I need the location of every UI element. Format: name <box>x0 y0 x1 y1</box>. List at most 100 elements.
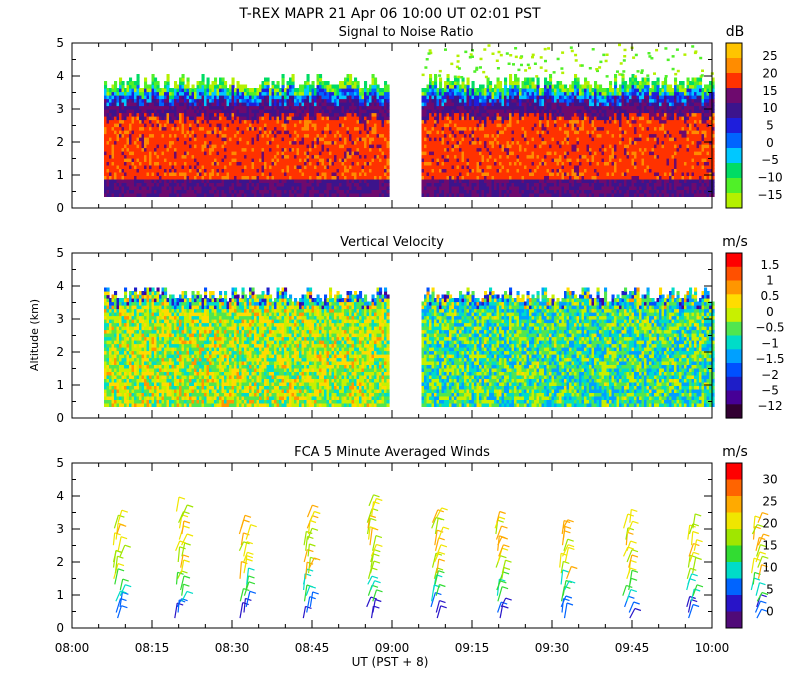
snr-cell <box>226 189 230 194</box>
snr-cell <box>231 81 235 86</box>
snr-cell <box>209 91 213 96</box>
snr-cell <box>286 182 290 187</box>
snr-cell <box>206 192 210 197</box>
snr-cell <box>309 112 313 117</box>
snr-cell <box>271 140 275 145</box>
snr-cell <box>299 91 303 96</box>
snr-cell <box>174 137 178 142</box>
snr-cell <box>114 185 118 190</box>
snr-cell <box>309 192 313 197</box>
snr-cell <box>329 126 333 131</box>
snr-cell <box>194 98 198 103</box>
snr-cell <box>151 185 155 190</box>
snr-cell <box>206 178 210 183</box>
snr-cell <box>184 123 188 128</box>
snr-cell <box>171 91 175 96</box>
snr-cell <box>334 137 338 142</box>
snr-cell <box>219 192 223 197</box>
snr-cell <box>219 182 223 187</box>
snr-cell <box>164 126 168 131</box>
snr-cell <box>306 144 310 149</box>
snr-cell <box>109 102 113 107</box>
snr-cell <box>191 192 195 197</box>
snr-cell <box>256 140 260 145</box>
snr-cell <box>161 171 165 176</box>
snr-cell <box>314 171 318 176</box>
snr-cell <box>176 88 180 93</box>
snr-cell <box>181 189 185 194</box>
snr-cell <box>249 95 253 100</box>
snr-cell <box>244 88 248 93</box>
snr-cell <box>149 102 153 107</box>
snr-cell <box>151 161 155 166</box>
snr-cell <box>196 140 200 145</box>
snr-cell <box>164 189 168 194</box>
snr-cell <box>201 105 205 110</box>
snr-cell <box>296 168 300 173</box>
snr-cell <box>206 95 210 100</box>
snr-cell <box>216 164 220 169</box>
snr-cell <box>219 140 223 145</box>
snr-cell <box>234 112 238 117</box>
snr-cell <box>104 109 108 114</box>
snr-cell <box>251 130 255 135</box>
snr-cell <box>166 157 170 162</box>
snr-cell <box>386 95 390 100</box>
snr-cell <box>214 77 218 82</box>
snr-cell <box>224 123 228 128</box>
snr-cell <box>429 77 433 82</box>
snr-cell <box>169 126 173 131</box>
snr-cell <box>209 112 213 117</box>
snr-cell <box>321 171 325 176</box>
snr-cell <box>111 144 115 149</box>
snr-cell <box>364 81 368 86</box>
snr-cell <box>116 116 120 121</box>
snr-cell <box>226 168 230 173</box>
snr-cell <box>189 168 193 173</box>
snr-cell <box>249 137 253 142</box>
snr-cell <box>299 98 303 103</box>
snr-cell <box>236 98 240 103</box>
snr-cell <box>276 130 280 135</box>
snr-cell <box>301 140 305 145</box>
snr-cell <box>129 126 133 131</box>
snr-cell <box>174 126 178 131</box>
snr-cell <box>226 144 230 149</box>
snr-cell <box>194 171 198 176</box>
snr-cell <box>224 137 228 142</box>
snr-cell <box>146 192 150 197</box>
snr-cell <box>229 140 233 145</box>
snr-cell <box>136 119 140 124</box>
snr-cell <box>301 123 305 128</box>
snr-cell <box>196 91 200 96</box>
snr-cell <box>261 157 265 162</box>
snr-cell <box>224 91 228 96</box>
snr-cell <box>124 157 128 162</box>
snr-cell <box>256 133 260 138</box>
snr-cell <box>111 137 115 142</box>
snr-cell <box>189 175 193 180</box>
snr-cell <box>294 88 298 93</box>
snr-cell <box>261 154 265 159</box>
snr-cell <box>124 91 128 96</box>
snr-cell <box>279 126 283 131</box>
snr-cell <box>126 95 130 100</box>
snr-cell <box>169 182 173 187</box>
snr-cell <box>259 147 263 152</box>
snr-cell <box>211 144 215 149</box>
snr-cell <box>259 133 263 138</box>
snr-cell <box>306 102 310 107</box>
snr-cell <box>304 81 308 86</box>
snr-cell <box>179 84 183 89</box>
snr-cell <box>154 161 158 166</box>
snr-cell <box>266 109 270 114</box>
snr-cell <box>201 192 205 197</box>
snr-cell <box>319 105 323 110</box>
snr-cell <box>136 175 140 180</box>
snr-cell <box>146 182 150 187</box>
snr-cell <box>186 84 190 89</box>
snr-cell <box>271 164 275 169</box>
snr-cell <box>289 116 293 121</box>
snr-cell <box>209 126 213 131</box>
snr-cell <box>246 185 250 190</box>
